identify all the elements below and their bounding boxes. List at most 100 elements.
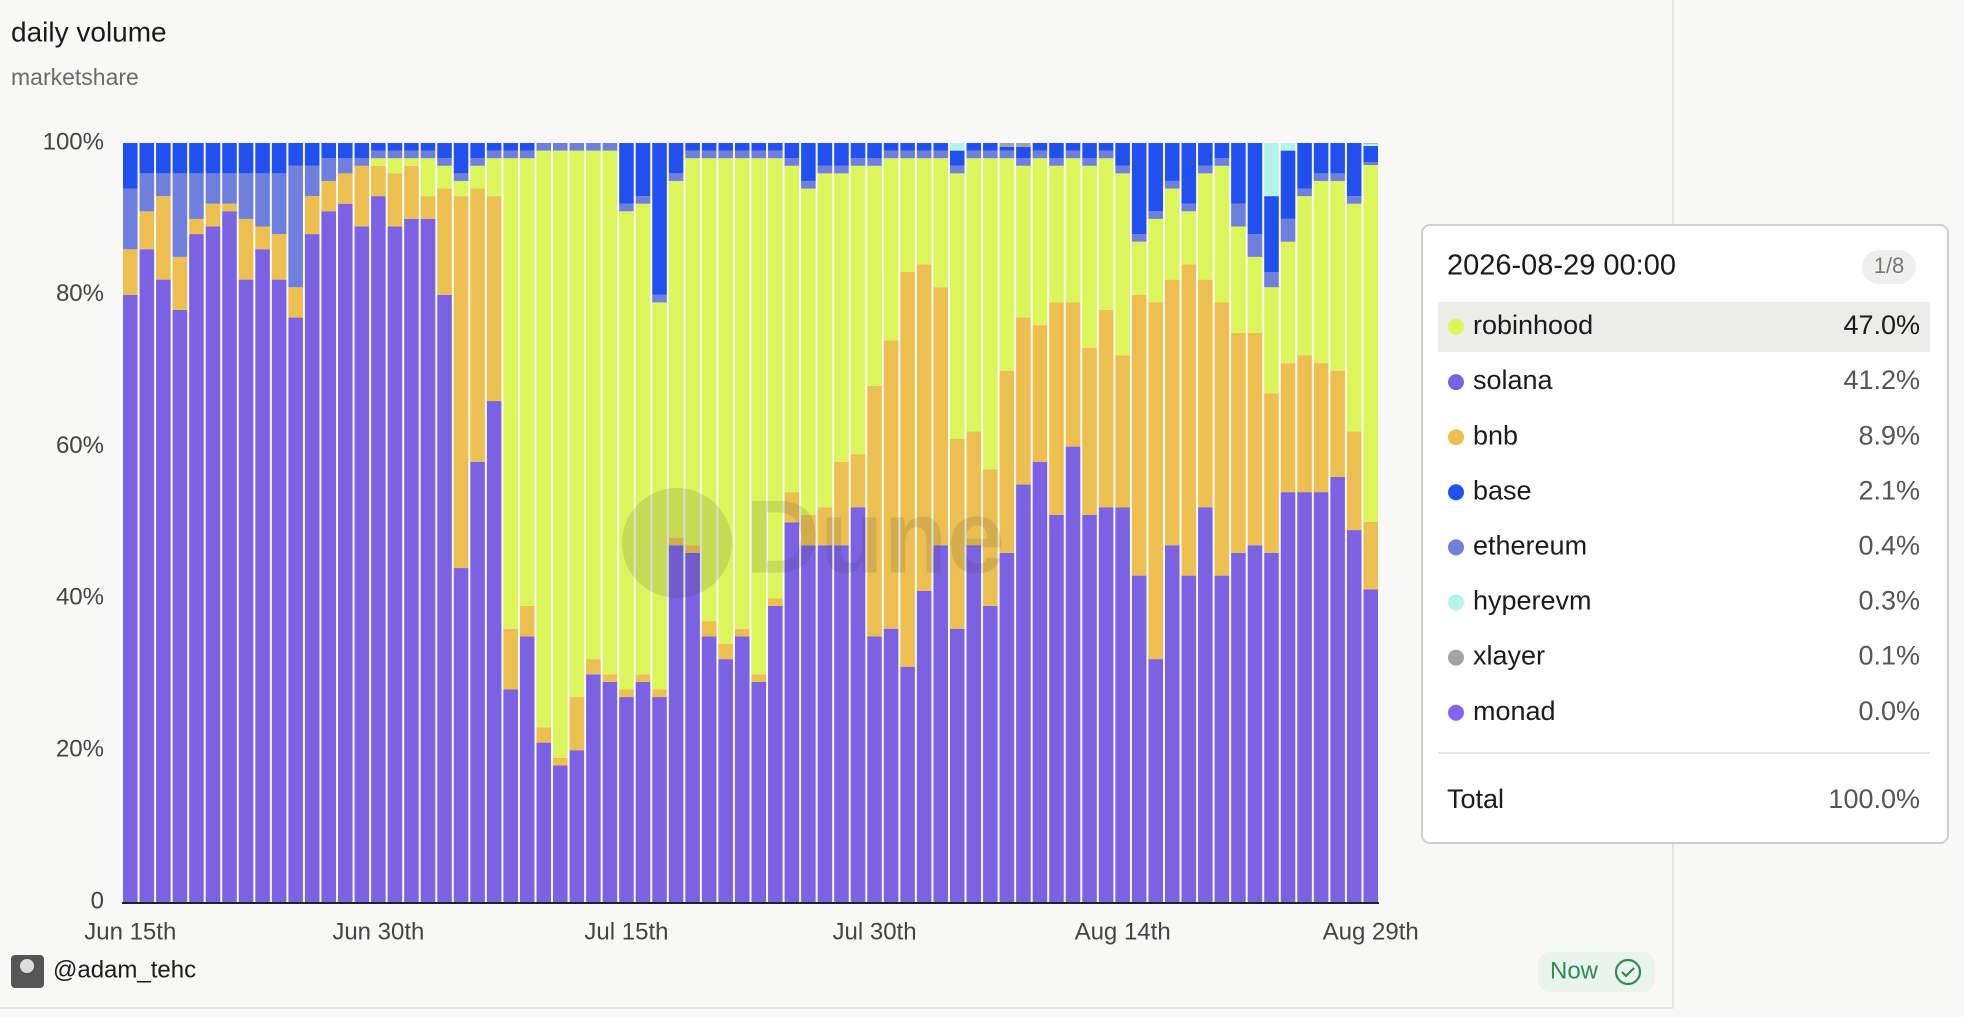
bar-segment xyxy=(850,454,866,508)
bar-segment xyxy=(1280,218,1296,242)
y-tick-label: 20% xyxy=(56,736,104,763)
x-tick-label: Aug 14th xyxy=(1075,918,1171,945)
tooltip-page-pill xyxy=(1862,250,1916,284)
legend-label: robinhood xyxy=(1473,310,1593,340)
bar-segment xyxy=(635,196,651,204)
bar-segment xyxy=(949,173,965,440)
bar-segment xyxy=(470,188,485,462)
bar-segment xyxy=(205,143,221,174)
bar-segment xyxy=(668,173,684,181)
bar-segment xyxy=(222,203,237,212)
bar-segment xyxy=(1082,347,1097,515)
bar-segment xyxy=(271,143,287,174)
bar-segment xyxy=(1330,370,1345,477)
bar-segment xyxy=(966,158,982,432)
legend-swatch xyxy=(1448,374,1464,391)
bar-segment xyxy=(1049,302,1064,515)
bar-segment xyxy=(916,150,932,159)
bar-segment xyxy=(1231,226,1246,333)
bar-segment xyxy=(404,158,419,166)
bar-segment xyxy=(503,143,518,151)
y-tick-label: 100% xyxy=(43,128,104,155)
bar-segment xyxy=(288,317,303,902)
bar-segment xyxy=(1181,575,1197,902)
bar-segment xyxy=(1231,143,1246,204)
bar-segment xyxy=(801,180,816,189)
bar-segment xyxy=(685,143,700,151)
bar-segment xyxy=(354,158,370,166)
bar-segment xyxy=(999,552,1015,902)
bar-segment xyxy=(949,150,965,166)
bar-segment xyxy=(1280,143,1296,151)
bar-segment xyxy=(503,689,518,902)
status-pill[interactable] xyxy=(1538,952,1655,992)
bar-segment xyxy=(536,742,552,902)
bar-segment xyxy=(1016,317,1031,485)
bar-segment xyxy=(288,143,303,166)
bar-segment xyxy=(817,507,833,546)
bar-segment xyxy=(966,545,982,902)
bar-segment xyxy=(768,158,783,599)
bar-segment xyxy=(304,143,320,166)
bar-segment xyxy=(1247,256,1263,333)
bar-segment xyxy=(1148,218,1163,303)
watermark-text: Dune xyxy=(745,479,1005,595)
tooltip-rows: robinhood 47.0% solana 41.2% bnb 8.9% base 2.1%… xyxy=(1448,310,1920,726)
bar-segment xyxy=(139,173,155,212)
legend-label: base xyxy=(1473,475,1532,505)
bar-segment xyxy=(1198,165,1213,174)
bar-segment xyxy=(999,158,1015,371)
bar-segment xyxy=(883,143,899,151)
bar-segment xyxy=(1181,264,1197,576)
bar-segment xyxy=(784,158,800,166)
bar-segment xyxy=(486,196,502,402)
status-icon xyxy=(1614,958,1642,986)
bar-segment xyxy=(966,431,982,546)
bar-segment xyxy=(1164,188,1180,280)
bar-segment xyxy=(734,628,750,637)
bar-segment xyxy=(1016,143,1031,147)
bar-segment xyxy=(933,150,948,159)
bar-segment xyxy=(503,158,518,629)
bar-segment xyxy=(470,165,485,189)
bar-segment xyxy=(123,249,138,295)
bar-segment xyxy=(189,143,204,174)
legend-value: 2.1% xyxy=(1858,475,1920,505)
bar-segment xyxy=(255,173,270,227)
bar-segment xyxy=(1098,309,1114,508)
bar-segment xyxy=(288,165,303,288)
bar-segment xyxy=(883,628,899,902)
bar-segment xyxy=(652,294,667,303)
bar-segment xyxy=(519,150,535,159)
bar-segment xyxy=(1082,143,1097,159)
tooltip-page: 1/8 xyxy=(1874,253,1905,278)
bar-segment xyxy=(999,150,1015,159)
bar-segment xyxy=(321,143,337,159)
bar-segment xyxy=(817,143,833,166)
bar-segment xyxy=(949,628,965,902)
bar-segment xyxy=(1313,173,1329,181)
bar-segment xyxy=(536,150,552,728)
bar-segment xyxy=(768,143,783,151)
bar-segment xyxy=(1231,332,1246,553)
bar-segment xyxy=(850,507,866,902)
x-tick-label: Aug 29th xyxy=(1323,918,1419,945)
tooltip: 2026-08-29 00:00 1/8 robinhood 47.0% solan… xyxy=(1421,224,1949,844)
bar-segment xyxy=(602,674,618,682)
bar-segment xyxy=(685,545,700,553)
bar-segment xyxy=(751,150,767,159)
bar-segment xyxy=(437,165,452,189)
legend-swatch xyxy=(1448,539,1464,556)
bar-segment xyxy=(354,226,370,903)
bar-segment xyxy=(304,165,320,197)
bar-segment xyxy=(354,165,370,227)
bar-segment xyxy=(321,180,337,212)
bar-segment xyxy=(437,294,452,902)
bar-segment xyxy=(983,469,998,606)
bar-segment xyxy=(701,158,717,622)
bar-segment xyxy=(1164,279,1180,546)
bar-segment xyxy=(1115,165,1130,174)
bar-segment xyxy=(685,150,700,159)
